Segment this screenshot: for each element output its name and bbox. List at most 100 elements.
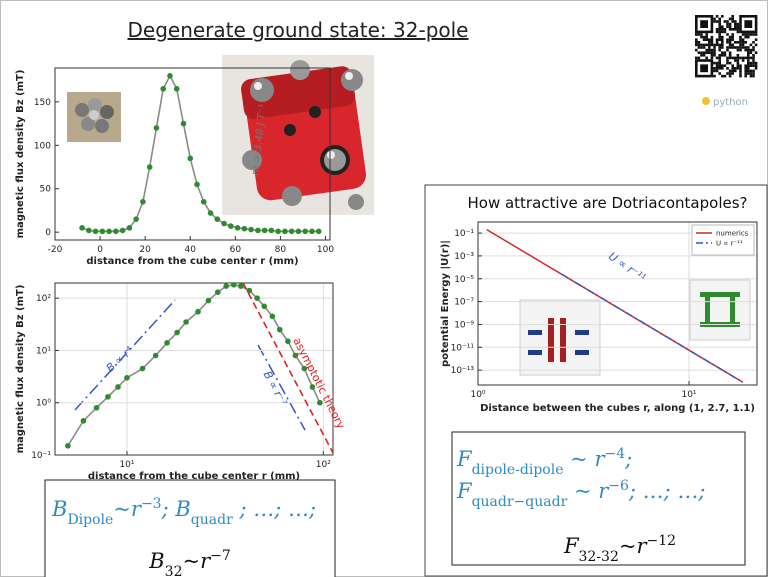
- data-point: [106, 229, 112, 235]
- qr-cell: [752, 75, 755, 78]
- data-point: [124, 375, 130, 381]
- qr-cell: [734, 25, 737, 28]
- data-point: [296, 229, 302, 235]
- qr-cell: [718, 67, 721, 70]
- qr-cell: [734, 67, 737, 70]
- qr-cell: [752, 41, 755, 44]
- qr-cell: [695, 49, 698, 52]
- qr-cell: [721, 54, 724, 57]
- qr-cell: [716, 41, 719, 44]
- data-point: [302, 229, 308, 235]
- slide: Degenerate ground state: 32-pole python: [0, 0, 768, 577]
- y-tick-label: 10⁻¹: [31, 451, 51, 461]
- qr-cell: [734, 57, 737, 60]
- qr-cell: [731, 36, 734, 39]
- x-tick-label: 20: [139, 245, 151, 255]
- qr-cell: [742, 59, 745, 62]
- y-tick-label: 10⁻¹¹: [451, 343, 475, 353]
- qr-cell: [755, 64, 758, 67]
- qr-cell: [747, 70, 750, 73]
- qr-cell: [744, 64, 747, 67]
- qr-cell: [734, 59, 737, 62]
- y-tick-label: 10⁻³: [454, 252, 474, 262]
- qr-cell: [744, 41, 747, 44]
- qr-cell: [698, 57, 701, 60]
- qr-cell: [721, 46, 724, 49]
- qr-cell: [724, 54, 727, 57]
- x-tick-label: 80: [275, 245, 287, 255]
- qr-cell: [713, 20, 716, 23]
- data-point: [174, 86, 180, 92]
- qr-cell: [713, 75, 716, 78]
- x-tick-label: 10²: [316, 460, 331, 470]
- qr-cell: [726, 41, 729, 44]
- qr-cell: [705, 51, 708, 54]
- data-point: [86, 228, 92, 234]
- qr-cell: [711, 36, 714, 39]
- data-point: [183, 319, 189, 325]
- qr-cell: [747, 59, 750, 62]
- legend-label: numerics: [716, 230, 749, 238]
- qr-cell: [747, 49, 750, 52]
- qr-cell: [734, 20, 737, 23]
- qr-cell: [726, 72, 729, 75]
- qr-cell: [750, 72, 753, 75]
- qr-cell: [729, 72, 732, 75]
- data-point: [105, 394, 111, 400]
- qr-cell: [716, 15, 719, 18]
- qr-cell: [705, 44, 708, 47]
- qr-cell: [752, 46, 755, 49]
- qr-cell: [731, 70, 734, 73]
- y-tick-label: 10⁻⁵: [454, 275, 474, 285]
- qr-cell: [718, 57, 721, 60]
- data-point: [113, 229, 119, 235]
- qr-cell: [750, 57, 753, 60]
- qr-cell: [718, 18, 721, 21]
- qr-cell: [726, 67, 729, 70]
- qr-cell: [747, 67, 750, 70]
- data-point: [147, 164, 153, 170]
- formula-part: ~r: [619, 534, 649, 558]
- qr-cell: [742, 57, 745, 60]
- qr-cell: [734, 41, 737, 44]
- qr-cell: [700, 33, 703, 36]
- y-tick-label: 10⁰: [36, 399, 51, 409]
- data-point: [140, 366, 146, 372]
- qr-cell: [713, 70, 716, 73]
- qr-cell: [716, 38, 719, 41]
- qr-cell: [700, 51, 703, 54]
- qr-cell: [718, 33, 721, 36]
- data-point: [154, 125, 160, 131]
- formula-subscript: Dipole: [67, 512, 113, 528]
- qr-cell: [729, 46, 732, 49]
- qr-cell: [721, 36, 724, 39]
- formula-part: ~r: [182, 549, 212, 573]
- qr-cell: [718, 54, 721, 57]
- data-point: [215, 289, 221, 295]
- qr-cell: [731, 20, 734, 23]
- qr-cell: [744, 49, 747, 52]
- qr-cell: [744, 33, 747, 36]
- data-point: [140, 199, 146, 205]
- qr-cell: [705, 36, 708, 39]
- formula-part: ~ r: [564, 447, 607, 471]
- qr-cell: [734, 70, 737, 73]
- qr-cell: [744, 72, 747, 75]
- qr-cell: [744, 75, 747, 78]
- cube-photo: [222, 55, 374, 215]
- data-point: [223, 283, 229, 289]
- qr-cell: [752, 59, 755, 62]
- qr-cell: [726, 23, 729, 26]
- qr-cell: [724, 20, 727, 23]
- data-point: [254, 295, 260, 301]
- qr-cell: [721, 51, 724, 54]
- data-point: [195, 309, 201, 315]
- qr-cell: [755, 51, 758, 54]
- qr-cell: [752, 72, 755, 75]
- qr-cell: [734, 28, 737, 31]
- qr-cell: [700, 36, 703, 39]
- qr-cell: [718, 46, 721, 49]
- formula-superscript: −7: [210, 548, 231, 564]
- qr-cell: [744, 36, 747, 39]
- qr-cell: [747, 72, 750, 75]
